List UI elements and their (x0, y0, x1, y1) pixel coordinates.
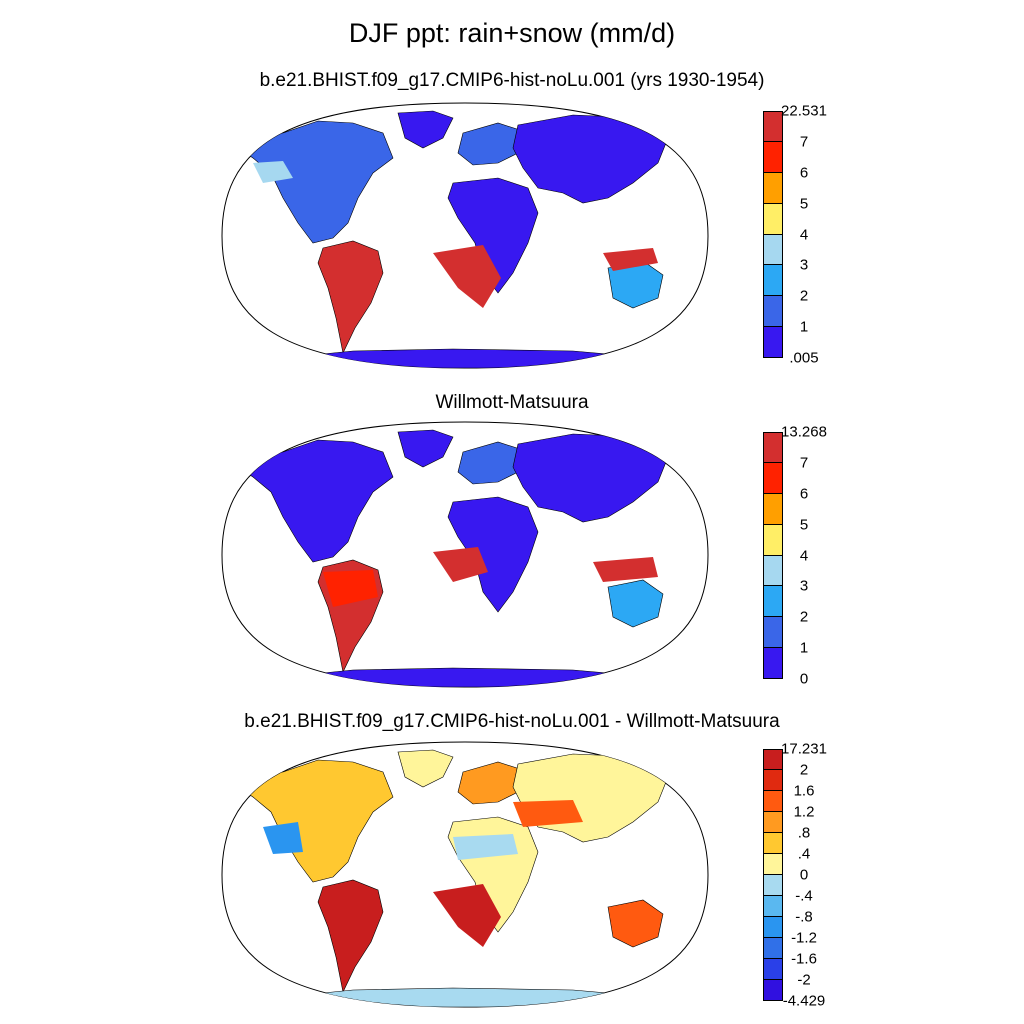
colorbar-swatch (763, 875, 783, 896)
map-panel-diff (221, 741, 709, 1008)
colorbar-swatch (763, 791, 783, 812)
colorbar-swatch (763, 917, 783, 938)
colorbar-swatch (763, 432, 783, 463)
panel-title-model: b.e21.BHIST.f09_g17.CMIP6-hist-noLu.001 … (259, 70, 765, 91)
colorbar-swatch (763, 172, 783, 204)
panel-title-obs: Willmott-Matsuura (435, 392, 589, 413)
colorbar-swatch (763, 980, 783, 1001)
colorbar-swatch (763, 234, 783, 266)
colorbar-swatch (763, 296, 783, 328)
land-europe (457, 441, 524, 485)
colorbar-tick-label: .8 (797, 824, 811, 842)
precip-region (453, 834, 518, 860)
colorbar-swatch (763, 586, 783, 618)
colorbar-tick-label: 3 (799, 577, 809, 595)
colorbar-tick-label: 3 (799, 256, 809, 274)
land-europe (457, 761, 524, 805)
precip-region (253, 161, 293, 183)
colorbar-tick-label: 6 (799, 485, 809, 503)
colorbar-tick-label: 0 (799, 670, 809, 688)
colorbar-tick-label: 7 (799, 133, 809, 151)
figure-title: DJF ppt: rain+snow (mm/d) (348, 18, 676, 48)
land-greenland (397, 429, 454, 468)
colorbar-swatch (763, 462, 783, 494)
colorbar-tick-label: 5 (799, 195, 809, 213)
colorbar-tick-label: 2 (799, 287, 809, 305)
colorbar-tick-label: -1.2 (791, 929, 817, 947)
colorbar-tick-label: 4 (799, 547, 809, 564)
colorbar-tick-label: 1 (799, 318, 809, 336)
colorbar-swatch (763, 111, 783, 142)
precip-region (433, 884, 501, 947)
colorbar-tick-label: 13.268 (781, 423, 827, 441)
colorbar-swatch (763, 555, 783, 587)
land-greenland (397, 110, 454, 149)
precip-region (593, 557, 658, 582)
colorbar-tick-label: 2 (799, 608, 809, 626)
colorbar-diff (763, 749, 783, 1001)
land-south-america (317, 240, 384, 354)
colorbar-tick-label: .4 (797, 845, 811, 863)
colorbar-tick-label: -.4 (795, 887, 813, 905)
colorbar-tick-label: 5 (799, 516, 809, 534)
colorbar-swatch (763, 617, 783, 649)
precip-region (323, 570, 378, 607)
colorbar-tick-label: -.8 (795, 908, 813, 926)
colorbar-tick-label: 7 (799, 454, 809, 472)
land-australia (607, 579, 664, 628)
colorbar-tick-label: 0 (799, 866, 809, 884)
colorbar-tick-label: 1.6 (793, 782, 815, 800)
colorbar-tick-label: 1.2 (793, 803, 815, 821)
colorbar-swatch (763, 770, 783, 791)
colorbar-swatch (763, 833, 783, 854)
colorbar-obs (763, 432, 783, 679)
colorbar-tick-label: 4 (799, 226, 809, 243)
land-africa (447, 496, 539, 613)
panel-title-diff: b.e21.BHIST.f09_g17.CMIP6-hist-noLu.001 … (244, 711, 780, 732)
precip-region (603, 248, 658, 271)
colorbar-tick-label: .005 (789, 349, 819, 367)
colorbar-tick-label: 17.231 (781, 740, 827, 758)
colorbar-tick-label: -1.6 (791, 950, 817, 968)
colorbar-tick-label: -4.429 (782, 992, 826, 1010)
colorbar-swatch (763, 265, 783, 297)
land-greenland (397, 749, 454, 788)
colorbar-swatch (763, 524, 783, 556)
colorbar-tick-label: 6 (799, 164, 809, 182)
precip-region (263, 822, 303, 854)
colorbar-swatch (763, 938, 783, 959)
map-panel-model (221, 102, 709, 369)
map-panel-obs (221, 421, 709, 688)
colorbar-tick-label: -2 (797, 971, 811, 989)
precip-region (513, 800, 583, 827)
colorbar-swatch (763, 854, 783, 875)
land-south-america (317, 879, 384, 993)
colorbar-swatch (763, 749, 783, 770)
colorbar-tick-label: 22.531 (781, 102, 827, 120)
colorbar-tick-label: 2 (799, 761, 809, 779)
precip-region (433, 547, 488, 582)
colorbar-tick-label: 1 (799, 639, 809, 657)
colorbar-swatch (763, 203, 783, 235)
colorbar-model (763, 111, 783, 358)
colorbar-swatch (763, 959, 783, 980)
colorbar-swatch (763, 648, 783, 679)
land-australia (607, 899, 664, 948)
colorbar-swatch (763, 812, 783, 833)
land-africa (447, 177, 539, 294)
precip-region (433, 245, 501, 308)
colorbar-swatch (763, 327, 783, 358)
colorbar-swatch (763, 141, 783, 173)
land-europe (457, 122, 524, 166)
colorbar-swatch (763, 896, 783, 917)
colorbar-swatch (763, 493, 783, 525)
